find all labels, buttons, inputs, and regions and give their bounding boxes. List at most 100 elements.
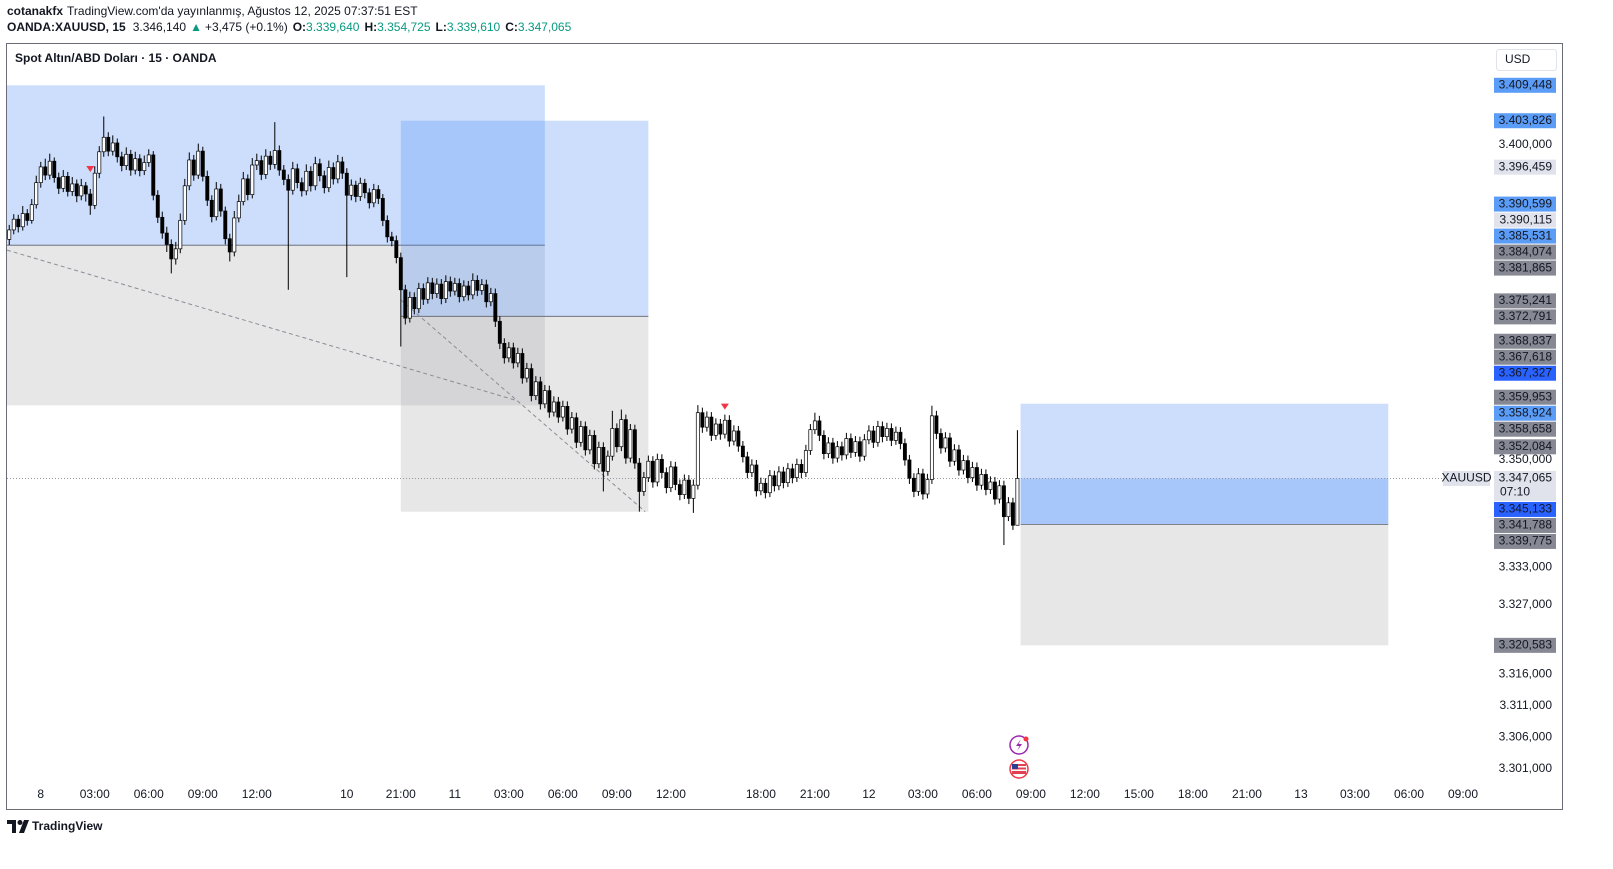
- candle-body: [106, 136, 111, 152]
- candle-body: [407, 297, 412, 319]
- x-tick-label: 21:00: [800, 787, 830, 801]
- candle-body: [119, 156, 124, 166]
- candle-body: [745, 456, 750, 473]
- candle-body: [497, 320, 502, 344]
- currency[interactable]: USD: [1505, 52, 1531, 66]
- candle-body: [560, 406, 565, 418]
- candle-body: [385, 220, 390, 238]
- candle-body: [470, 279, 475, 296]
- x-tick-label: 12:00: [242, 787, 272, 801]
- x-tick-label: 15:00: [1124, 787, 1154, 801]
- quote-line: OANDA:XAUUSD, 15 3.346,140 ▲ +3,475 (+0.1%)…: [7, 20, 572, 34]
- price-label: 3.409,448: [1499, 77, 1553, 91]
- candle-body: [803, 450, 808, 473]
- candle-body: [736, 430, 741, 447]
- candle-body: [11, 218, 16, 231]
- candle-body: [542, 390, 547, 405]
- price-label: 3.381,865: [1499, 260, 1553, 274]
- candle-body: [997, 485, 1002, 500]
- candle-body: [304, 170, 309, 192]
- candle-body: [263, 155, 268, 175]
- candle-body: [268, 155, 273, 165]
- symbol: OANDA:XAUUSD, 15: [7, 20, 126, 34]
- candle-body: [344, 172, 349, 196]
- candle-body: [47, 160, 52, 176]
- candle-body: [704, 416, 709, 428]
- logo: TradingView: [7, 819, 103, 833]
- candle-body: [889, 428, 894, 441]
- candle-body: [907, 459, 912, 479]
- candle-body: [250, 164, 255, 195]
- candle-body: [29, 204, 34, 221]
- candle-body: [331, 167, 336, 180]
- candle-body: [38, 166, 43, 184]
- candle-body: [979, 474, 984, 486]
- loss-zone: [7, 245, 545, 406]
- candle-body: [457, 283, 462, 298]
- candle-body: [227, 238, 232, 253]
- price-label-box: [1494, 333, 1556, 349]
- candle-body: [893, 431, 898, 441]
- candle-body: [794, 464, 799, 478]
- candle-body: [574, 417, 579, 443]
- candle-body: [970, 467, 975, 478]
- candle-body: [529, 368, 534, 397]
- candle-body: [88, 193, 93, 206]
- candle-body: [947, 437, 952, 462]
- symbol-tag: XAUUSD: [1441, 471, 1491, 485]
- price-label-box: [1494, 533, 1556, 549]
- currency-button[interactable]: [1496, 49, 1557, 71]
- candle-body: [533, 381, 538, 397]
- price-label: 3.358,924: [1499, 405, 1553, 419]
- candle-body: [754, 464, 759, 492]
- candle-body: [790, 468, 795, 478]
- candle-body: [511, 347, 516, 364]
- candle-body: [484, 284, 489, 303]
- candle-body: [155, 194, 160, 218]
- candle-body: [434, 283, 439, 294]
- candle-body: [605, 455, 610, 472]
- price-label-box: [1494, 309, 1556, 325]
- candle-body: [767, 475, 772, 494]
- x-tick-label: 09:00: [602, 787, 632, 801]
- candle-body: [880, 426, 885, 437]
- price-label: 3.339,775: [1499, 534, 1553, 548]
- author: cotanakfx: [7, 4, 63, 18]
- candle-body: [866, 430, 871, 441]
- candle-body: [637, 462, 642, 492]
- price-label: 3.384,074: [1499, 244, 1553, 258]
- x-tick-label: 06:00: [134, 787, 164, 801]
- candle-body: [277, 150, 282, 171]
- candle-body: [961, 460, 966, 471]
- profit-zone: [400, 120, 649, 317]
- candle-body: [295, 168, 300, 184]
- candle-body: [992, 481, 997, 500]
- candle-body: [412, 297, 417, 310]
- candle-body: [475, 279, 480, 291]
- candle-body: [65, 175, 70, 192]
- price-label-box: [1494, 212, 1556, 228]
- price-label-box: [1494, 159, 1556, 175]
- candle-body: [871, 430, 876, 443]
- flag-canton: [1012, 764, 1018, 769]
- candle-body: [718, 423, 723, 435]
- x-tick-label: 21:00: [1232, 787, 1262, 801]
- y-tick-label: 3.333,000: [1499, 559, 1553, 573]
- event-icons: [1009, 735, 1029, 779]
- price-label: 3.372,791: [1499, 309, 1553, 323]
- candle-body: [551, 401, 556, 413]
- candle-body: [911, 477, 916, 492]
- open: 3.339,640: [306, 20, 360, 34]
- price-label-box: [1494, 349, 1556, 365]
- candle-body: [74, 183, 79, 197]
- candle-body: [443, 281, 448, 299]
- candle-body: [965, 460, 970, 478]
- price-label-box: [1494, 389, 1556, 405]
- candle-body: [628, 429, 633, 459]
- logo-dot: [17, 820, 23, 825]
- candle-body: [700, 412, 705, 428]
- candle-body: [7, 229, 12, 240]
- price-label: 3.320,583: [1499, 638, 1553, 652]
- price-label-box: [1494, 113, 1556, 129]
- candle-body: [709, 416, 714, 436]
